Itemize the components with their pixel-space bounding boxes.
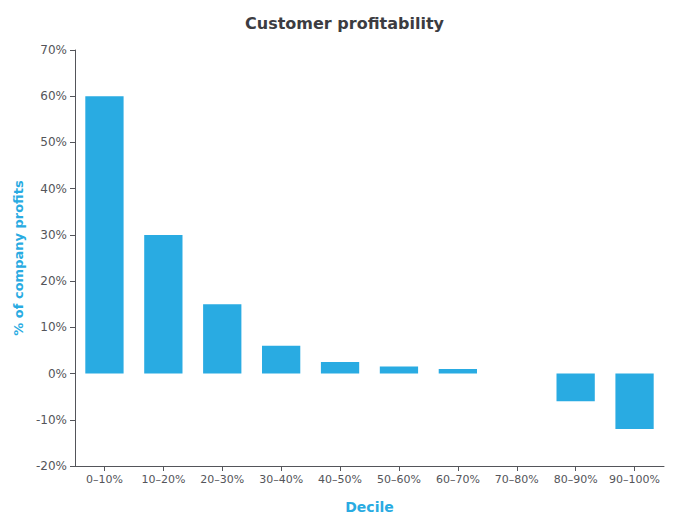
svg-text:Decile: Decile — [345, 499, 394, 515]
svg-text:0–10%: 0–10% — [86, 473, 123, 486]
svg-text:50%: 50% — [40, 135, 67, 149]
svg-text:40–50%: 40–50% — [318, 473, 362, 486]
svg-text:20–30%: 20–30% — [200, 473, 244, 486]
svg-text:-10%: -10% — [36, 413, 67, 427]
svg-text:70–80%: 70–80% — [495, 473, 539, 486]
svg-text:10%: 10% — [40, 320, 67, 334]
svg-text:80–90%: 80–90% — [554, 473, 598, 486]
svg-text:60–70%: 60–70% — [436, 473, 480, 486]
svg-text:20%: 20% — [40, 274, 67, 288]
svg-text:-20%: -20% — [36, 459, 67, 473]
svg-text:% of company profits: % of company profits — [11, 180, 26, 336]
svg-text:Customer profitability: Customer profitability — [245, 14, 444, 33]
svg-text:0%: 0% — [48, 367, 67, 381]
svg-text:60%: 60% — [40, 89, 67, 103]
svg-text:70%: 70% — [40, 43, 67, 57]
svg-text:30%: 30% — [40, 228, 67, 242]
svg-text:40%: 40% — [40, 182, 67, 196]
svg-text:30–40%: 30–40% — [259, 473, 303, 486]
svg-text:90–100%: 90–100% — [609, 473, 660, 486]
svg-text:10–20%: 10–20% — [141, 473, 185, 486]
svg-text:50–60%: 50–60% — [377, 473, 421, 486]
